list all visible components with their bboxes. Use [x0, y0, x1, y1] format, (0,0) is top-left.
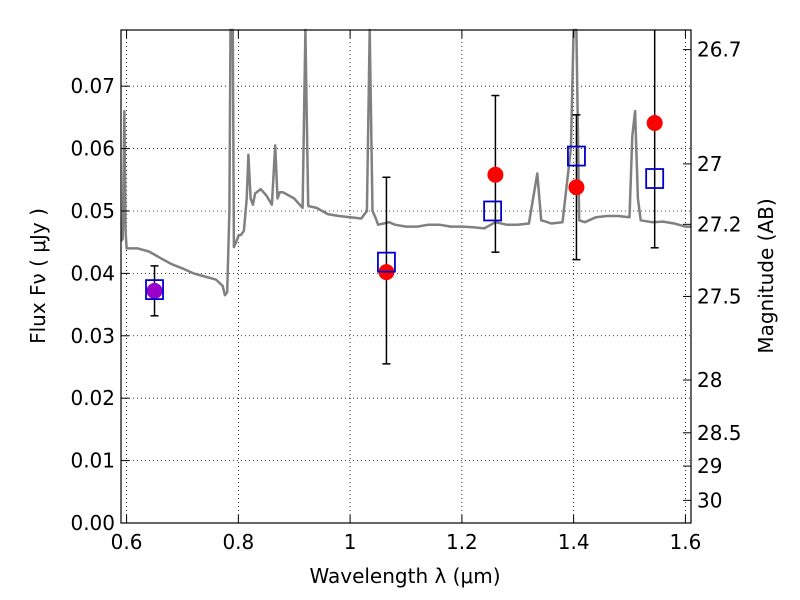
model-photometry-point: [567, 145, 586, 167]
plot-frame: [120, 29, 692, 524]
observed-point: [146, 282, 163, 299]
errorbars: [150, 30, 659, 365]
y2-tick-labels: 26.7 27 27.2 27.5 28 28.5 29 30: [697, 38, 742, 513]
grid: [121, 30, 691, 523]
x-tick-label: 0.6: [111, 530, 143, 554]
model-photometry-point: [645, 168, 665, 189]
y-tick-label: 0.03: [70, 324, 115, 348]
y2-tick-label: 27.2: [697, 212, 742, 236]
model-spectrum-line: [120, 28, 691, 297]
y-tick-label: 0.05: [70, 199, 115, 223]
y-tick-label: 0.02: [70, 386, 115, 410]
y2-tick-label: 29: [697, 454, 722, 478]
y-tick-label: 0.01: [70, 449, 115, 473]
y-tick-label: 0.07: [70, 74, 115, 98]
model-photometry-point: [483, 200, 503, 222]
observed-point: [568, 179, 585, 196]
y2-tick-label: 28.5: [697, 421, 742, 445]
model-spectrum-layer: [120, 28, 691, 297]
x-axis-label: Wavelength λ (μm): [309, 564, 500, 588]
observed-points: [146, 114, 663, 299]
y2-tick-label: 28: [697, 368, 722, 392]
y-tick-labels: 0.00 0.01 0.02 0.03 0.04 0.05 0.06 0.07: [70, 74, 115, 535]
y-tick-label: 0.00: [70, 511, 115, 535]
model-photometry-point: [145, 279, 164, 301]
model-photometry-points: [145, 145, 665, 301]
x-tick-labels: 0.6 0.8 1 1.2 1.4 1.6: [111, 530, 702, 554]
y2-tick-label: 30: [697, 488, 722, 512]
ticks: [121, 30, 691, 524]
x-tick-label: 1.4: [558, 530, 590, 554]
x-tick-label: 1.6: [670, 530, 702, 554]
y-tick-label: 0.04: [70, 261, 115, 285]
y-tick-label: 0.06: [70, 137, 115, 161]
model-photometry-point: [377, 251, 396, 273]
y-axis-label: Flux Fν ( μJy ): [26, 208, 50, 344]
x-tick-label: 0.8: [222, 530, 254, 554]
observed-point: [646, 114, 663, 131]
x-tick-label: 1: [344, 530, 357, 554]
y2-tick-label: 27: [697, 152, 722, 176]
y2-tick-label: 26.7: [697, 38, 742, 62]
y2-axis-label: Magnitude (AB): [754, 198, 778, 353]
y2-tick-label: 27.5: [697, 284, 742, 308]
x-tick-label: 1.2: [446, 530, 478, 554]
observed-point: [487, 166, 504, 183]
